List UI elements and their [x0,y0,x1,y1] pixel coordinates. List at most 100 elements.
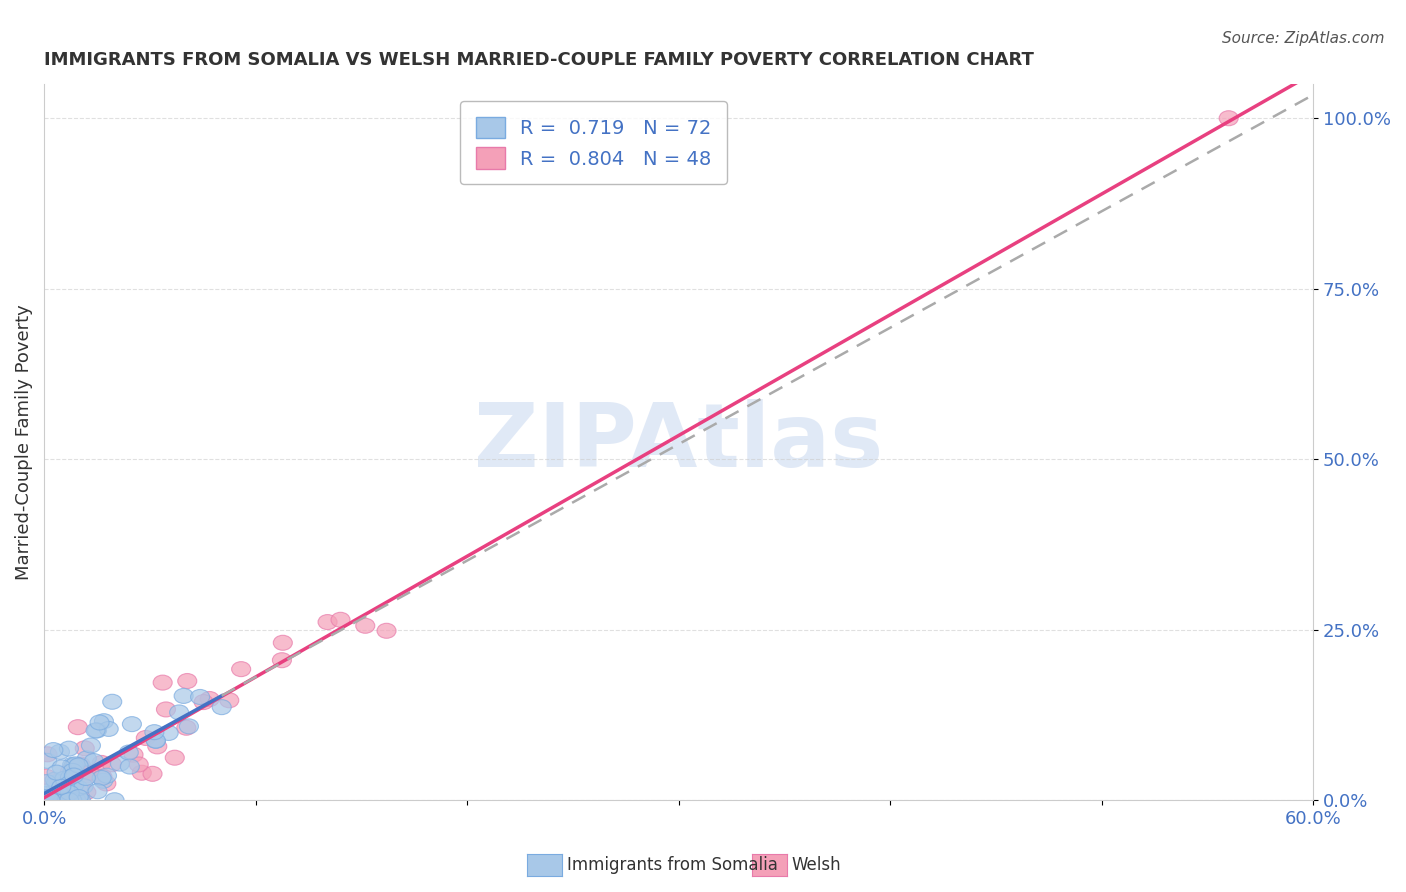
Ellipse shape [41,793,60,807]
Ellipse shape [46,765,66,780]
Ellipse shape [200,691,219,706]
Ellipse shape [105,793,124,808]
Ellipse shape [41,793,60,808]
Ellipse shape [42,790,60,805]
Ellipse shape [93,771,111,786]
Ellipse shape [232,662,250,677]
Ellipse shape [177,720,195,735]
Ellipse shape [60,764,80,779]
Text: Immigrants from Somalia: Immigrants from Somalia [567,856,778,874]
Ellipse shape [72,793,90,808]
Ellipse shape [145,724,165,739]
Ellipse shape [76,741,94,756]
Ellipse shape [146,733,166,748]
Ellipse shape [49,793,69,808]
Ellipse shape [156,702,176,717]
Ellipse shape [38,793,58,808]
Ellipse shape [38,747,58,762]
Ellipse shape [63,793,82,808]
Ellipse shape [56,793,75,808]
Ellipse shape [124,747,143,763]
Ellipse shape [146,733,166,748]
Ellipse shape [37,793,56,808]
Ellipse shape [94,773,112,789]
Ellipse shape [70,793,90,808]
Ellipse shape [121,759,139,774]
Ellipse shape [63,764,82,779]
Ellipse shape [82,738,100,753]
Ellipse shape [273,635,292,650]
Ellipse shape [56,793,75,808]
Ellipse shape [212,699,231,714]
Text: IMMIGRANTS FROM SOMALIA VS WELSH MARRIED-COUPLE FAMILY POVERTY CORRELATION CHART: IMMIGRANTS FROM SOMALIA VS WELSH MARRIED… [44,51,1033,69]
Ellipse shape [66,759,84,774]
Ellipse shape [93,756,111,771]
Ellipse shape [132,765,152,780]
Ellipse shape [45,772,65,788]
Ellipse shape [37,774,56,789]
Ellipse shape [56,780,76,796]
Ellipse shape [38,793,56,808]
Ellipse shape [49,792,67,807]
Ellipse shape [69,780,89,796]
Ellipse shape [63,776,82,791]
Ellipse shape [51,744,69,759]
Ellipse shape [170,705,188,720]
Ellipse shape [46,775,66,789]
Ellipse shape [318,615,337,630]
Ellipse shape [65,777,84,792]
Ellipse shape [77,785,96,799]
Ellipse shape [66,756,84,772]
Ellipse shape [93,769,112,784]
Ellipse shape [377,624,396,639]
Ellipse shape [69,758,89,773]
Ellipse shape [69,720,87,735]
Ellipse shape [69,789,89,805]
Ellipse shape [58,793,77,808]
Ellipse shape [55,772,75,786]
Ellipse shape [153,675,172,690]
Legend: R =  0.719   N = 72, R =  0.804   N = 48: R = 0.719 N = 72, R = 0.804 N = 48 [460,101,727,185]
Ellipse shape [79,768,98,783]
Ellipse shape [75,779,93,794]
Ellipse shape [60,785,79,800]
Ellipse shape [136,731,155,746]
Ellipse shape [59,741,79,756]
Ellipse shape [37,787,56,802]
Text: Welsh: Welsh [792,856,841,874]
Ellipse shape [330,612,350,627]
Ellipse shape [90,715,110,730]
Ellipse shape [62,789,82,804]
Ellipse shape [41,793,60,808]
Ellipse shape [159,725,179,740]
Ellipse shape [120,745,138,760]
Ellipse shape [62,793,80,808]
Ellipse shape [1219,111,1239,126]
Ellipse shape [356,618,375,633]
Ellipse shape [67,793,86,808]
Ellipse shape [56,777,76,792]
Ellipse shape [65,768,83,783]
Ellipse shape [148,739,167,754]
Ellipse shape [177,673,197,689]
Ellipse shape [129,757,148,772]
Ellipse shape [44,742,63,757]
Ellipse shape [174,689,193,704]
Ellipse shape [41,793,59,808]
Ellipse shape [77,751,97,766]
Text: ZIPAtlas: ZIPAtlas [474,399,883,485]
Ellipse shape [89,784,107,798]
Ellipse shape [39,789,58,805]
Ellipse shape [67,793,86,808]
Ellipse shape [52,780,70,795]
Ellipse shape [94,714,114,729]
Text: Source: ZipAtlas.com: Source: ZipAtlas.com [1222,31,1385,46]
Ellipse shape [166,750,184,765]
Ellipse shape [143,766,162,781]
Ellipse shape [122,716,142,731]
Ellipse shape [72,759,91,774]
Ellipse shape [37,793,56,808]
Ellipse shape [76,771,96,786]
Ellipse shape [219,693,239,707]
Ellipse shape [62,780,80,795]
